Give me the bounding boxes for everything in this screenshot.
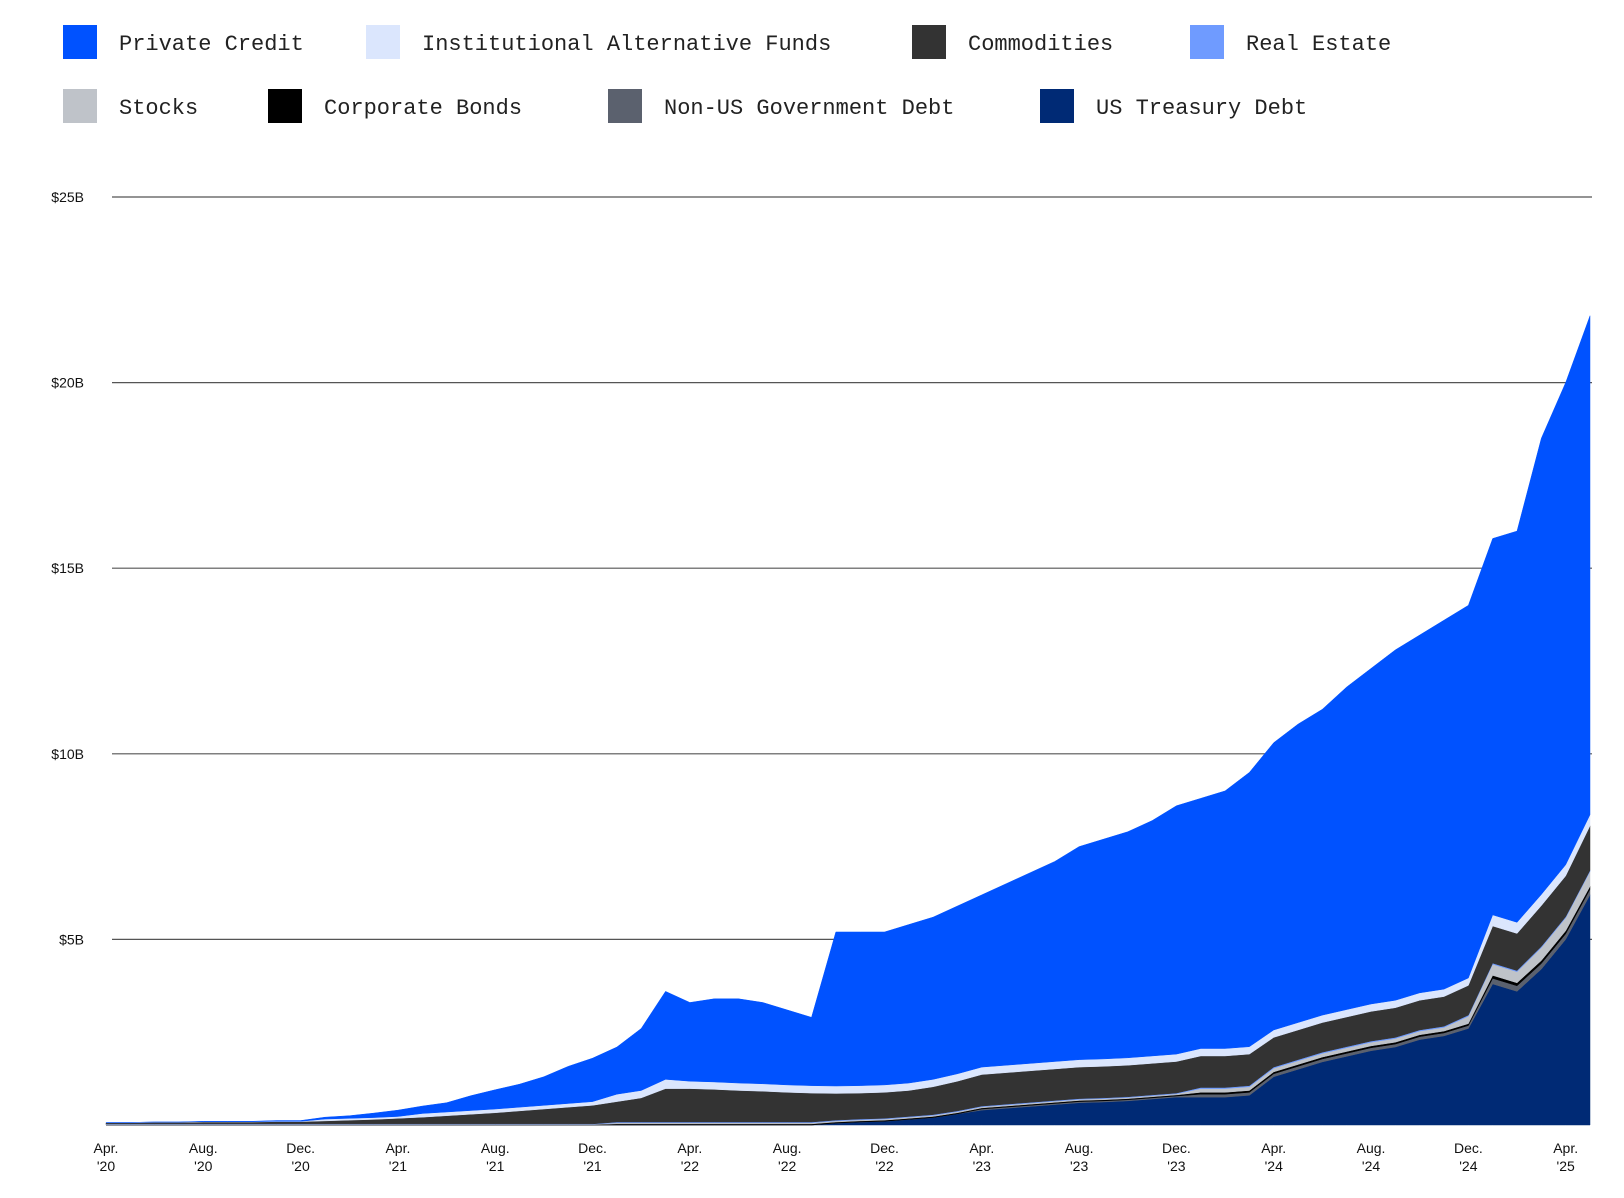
x-tick-label: Aug. '23 <box>1065 1140 1094 1174</box>
y-tick-label: $25B <box>51 189 84 205</box>
x-tick-label: Dec. '22 <box>870 1140 899 1174</box>
legend-label: US Treasury Debt <box>1096 96 1307 121</box>
y-tick-label: $10B <box>51 746 84 762</box>
legend-swatch <box>63 25 97 59</box>
y-tick-label: $5B <box>59 931 84 947</box>
legend-label: Corporate Bonds <box>324 96 522 121</box>
legend-swatch <box>268 89 302 123</box>
legend-label: Non-US Government Debt <box>664 96 954 121</box>
x-tick-label: Apr. '22 <box>677 1140 702 1174</box>
legend-label: Commodities <box>968 32 1113 57</box>
legend-swatch <box>608 89 642 123</box>
legend-swatch <box>912 25 946 59</box>
legend-label: Real Estate <box>1246 32 1391 57</box>
x-tick-label: Apr. '23 <box>969 1140 994 1174</box>
legend-swatch <box>63 89 97 123</box>
legend-swatch <box>1190 25 1224 59</box>
x-tick-label: Aug. '20 <box>189 1140 218 1174</box>
y-tick-label: $20B <box>51 375 84 391</box>
legend-label: Institutional Alternative Funds <box>422 32 831 57</box>
y-tick-label: $15B <box>51 560 84 576</box>
x-tick-label: Aug. '21 <box>481 1140 510 1174</box>
legend-label: Stocks <box>119 96 198 121</box>
x-tick-label: Apr. '20 <box>94 1140 119 1174</box>
x-tick-label: Aug. '22 <box>773 1140 802 1174</box>
x-tick-label: Dec. '21 <box>578 1140 607 1174</box>
x-tick-label: Apr. '25 <box>1553 1140 1578 1174</box>
x-tick-label: Aug. '24 <box>1357 1140 1386 1174</box>
x-tick-label: Dec. '20 <box>286 1140 315 1174</box>
x-tick-label: Apr. '21 <box>385 1140 410 1174</box>
x-tick-label: Dec. '24 <box>1454 1140 1483 1174</box>
x-tick-label: Apr. '24 <box>1261 1140 1286 1174</box>
legend-label: Private Credit <box>119 32 304 57</box>
legend-swatch <box>1040 89 1074 123</box>
x-tick-label: Dec. '23 <box>1162 1140 1191 1174</box>
legend-swatch <box>366 25 400 59</box>
area <box>106 315 1591 1123</box>
